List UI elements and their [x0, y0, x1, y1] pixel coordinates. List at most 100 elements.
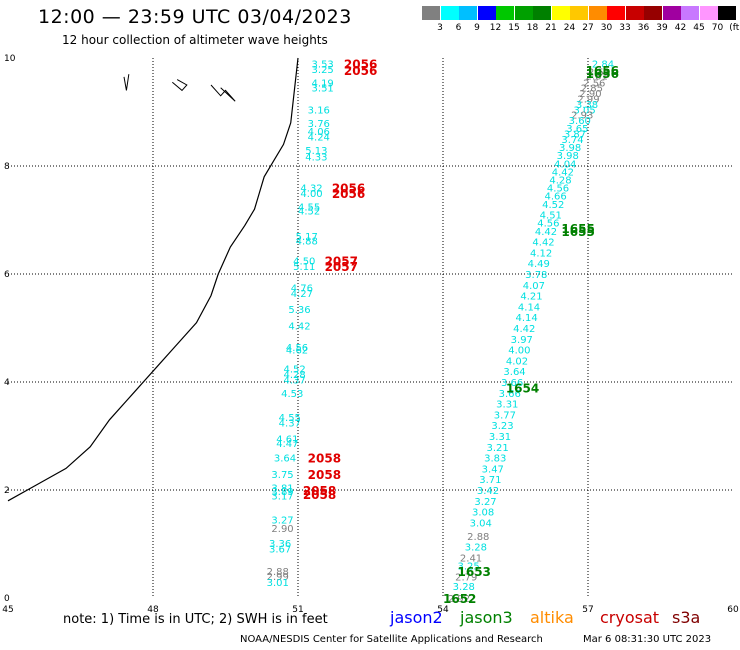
y-tick-label: 10	[4, 54, 16, 64]
island-outline	[210, 84, 236, 102]
footer-credit: NOAA/NESDIS Center for Satellite Applica…	[240, 634, 543, 645]
color-swatch	[607, 6, 625, 20]
wave-height-value: 3.01	[267, 578, 289, 589]
x-tick-label: 51	[292, 605, 303, 615]
color-swatch	[718, 6, 736, 20]
wave-height-value: 5.17	[296, 232, 318, 243]
wave-height-value: 4.62	[286, 346, 308, 357]
wave-height-value: 4.28	[549, 176, 571, 187]
wave-height-value: 4.42	[288, 321, 310, 332]
legend-cryosat: cryosat	[600, 608, 660, 627]
wave-height-labels: 3.533.254.193.513.163.764.064.245.134.33…	[267, 59, 615, 605]
color-scale-label: 42	[674, 23, 687, 33]
wave-height-value: 4.55	[298, 203, 320, 214]
wave-height-value: 2.93	[571, 111, 593, 122]
wave-height-value: 3.83	[484, 454, 506, 465]
pass-time-label-cryosat: 2058	[303, 484, 336, 498]
wave-height-value: 4.28	[284, 370, 306, 381]
wave-height-value: 4.12	[530, 248, 552, 259]
wave-height-value: 4.51	[540, 211, 562, 222]
wave-height-value: 4.52	[284, 365, 306, 376]
wave-height-value: 3.78	[525, 270, 547, 281]
wave-height-value: 3.05	[574, 105, 596, 116]
wave-height-value: 2.85	[581, 84, 603, 95]
wave-height-value: 2.99	[577, 95, 599, 106]
wave-height-value: 2.41	[460, 554, 482, 565]
wave-height-value: 3.87	[564, 130, 586, 141]
color-swatch	[422, 6, 440, 20]
color-swatch	[533, 6, 551, 20]
color-scale-unit: (ft)	[729, 23, 740, 33]
x-tick-label: 45	[2, 605, 13, 615]
wave-height-value: 4.52	[298, 206, 320, 217]
wave-height-value: 4.21	[520, 292, 542, 303]
y-tick-label: 4	[4, 378, 10, 388]
wave-height-value: 4.76	[291, 284, 313, 295]
pass-time-label-jason3: 1652	[443, 592, 476, 606]
wave-height-value: 2.88	[267, 567, 289, 578]
wave-height-value: 4.56	[547, 184, 569, 195]
color-scale-label: 18	[526, 23, 539, 33]
wave-height-value: 3.31	[489, 432, 511, 443]
x-tick-label: 48	[147, 605, 159, 615]
pass-time-label-jason3: 1653	[458, 565, 491, 579]
wave-height-value: 2.79	[455, 572, 477, 583]
color-scale-label: 33	[619, 23, 631, 33]
wave-height-value: 3.28	[465, 543, 487, 554]
x-tick-label: 60	[727, 605, 739, 615]
grid-lines	[8, 58, 733, 598]
wave-height-value: 3.65	[566, 124, 588, 135]
wave-height-value: 3.42	[477, 486, 499, 497]
chart-title: 12:00 — 23:59 UTC 03/04/2023	[38, 6, 352, 28]
pass-time-label-jason3: 1656	[586, 67, 619, 81]
wave-height-value: 3.25	[312, 65, 334, 76]
wave-height-value: 3.47	[482, 464, 504, 475]
color-scale-label: 45	[693, 23, 705, 33]
pass-time-label-jason3: 1655	[561, 222, 594, 236]
pass-time-label-cryosat: 2058	[308, 468, 341, 482]
coastline	[7, 57, 299, 502]
wave-height-value: 3.27	[474, 497, 496, 508]
color-scale-label: 21	[545, 23, 557, 33]
wave-height-value: 2.51	[588, 68, 610, 79]
wave-height-value: 3.60	[569, 116, 591, 127]
wave-height-value: 3.74	[561, 135, 583, 146]
wave-height-value: 4.42	[552, 167, 574, 178]
wave-height-value: 4.52	[542, 200, 564, 211]
x-tick-label: 54	[437, 605, 449, 615]
wave-height-value: 4.55	[279, 413, 301, 424]
color-scale-label: 30	[600, 23, 613, 33]
wave-height-value: 4.53	[281, 389, 303, 400]
wave-height-value: 3.98	[557, 151, 579, 162]
wave-height-value: 4.07	[523, 281, 545, 292]
legend-jason2: jason2	[390, 608, 443, 627]
wave-height-value: 4.66	[545, 192, 567, 203]
wave-height-value: 3.66	[501, 378, 523, 389]
chart-subtitle: 12 hour collection of altimeter wave hei…	[62, 33, 328, 47]
note-text: note: 1) Time is in UTC; 2) SWH is in fe…	[63, 612, 328, 627]
wave-height-value: 3.66	[499, 389, 521, 400]
color-scale-label: 70	[711, 23, 724, 33]
pass-time-label-cryosat: 2056	[344, 64, 377, 78]
pass-time-label-cryosat: 2057	[325, 255, 358, 269]
color-swatch	[496, 6, 514, 20]
footer-timestamp: Mar 6 08:31:30 UTC 2023	[583, 634, 712, 645]
wave-height-value: 3.75	[271, 470, 293, 481]
wave-height-value: 3.64	[503, 367, 525, 378]
color-swatch	[477, 6, 496, 20]
color-swatch	[662, 6, 681, 20]
x-tick-label: 57	[582, 605, 593, 615]
color-scale-label: 39	[656, 23, 668, 33]
wave-height-value: 5.36	[288, 305, 310, 316]
wave-height-value: 4.14	[518, 302, 540, 313]
wave-height-value: 3.77	[494, 410, 516, 421]
wave-height-value: 3.64	[274, 454, 296, 465]
wave-height-value: 4.42	[513, 324, 535, 335]
pass-time-labels: 1656165616551655165416531652205620562056…	[303, 57, 619, 606]
y-tick-label: 2	[4, 486, 10, 496]
island-outline	[172, 79, 188, 92]
pass-time-label-cryosat: 2056	[332, 182, 365, 196]
wave-height-value: 3.08	[472, 508, 494, 519]
wave-height-value: 4.32	[300, 184, 322, 195]
axis-tick-labels: 45 48 51 54 57 60 0 2 4 6 8 10	[2, 54, 739, 615]
